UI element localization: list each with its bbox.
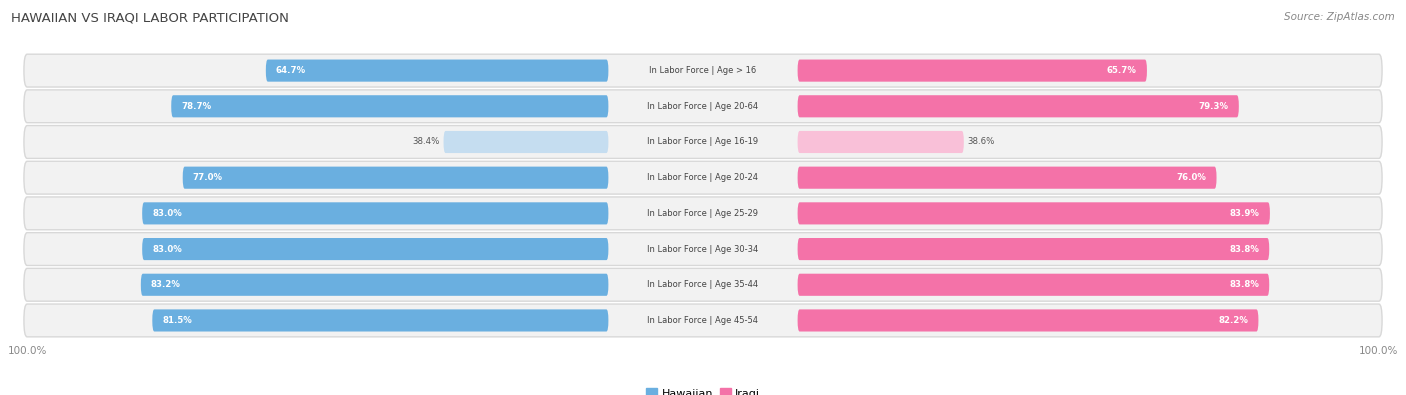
Text: 83.8%: 83.8%: [1229, 245, 1260, 254]
Text: 83.2%: 83.2%: [150, 280, 181, 289]
Legend: Hawaiian, Iraqi: Hawaiian, Iraqi: [641, 384, 765, 395]
FancyBboxPatch shape: [797, 131, 965, 153]
Text: 65.7%: 65.7%: [1107, 66, 1137, 75]
Text: 38.6%: 38.6%: [967, 137, 994, 147]
FancyBboxPatch shape: [183, 167, 609, 189]
Text: In Labor Force | Age 20-64: In Labor Force | Age 20-64: [647, 102, 759, 111]
Text: 76.0%: 76.0%: [1177, 173, 1206, 182]
FancyBboxPatch shape: [24, 197, 1382, 230]
Text: 78.7%: 78.7%: [181, 102, 211, 111]
Text: 77.0%: 77.0%: [193, 173, 222, 182]
Text: In Labor Force | Age 30-34: In Labor Force | Age 30-34: [647, 245, 759, 254]
FancyBboxPatch shape: [172, 95, 609, 117]
Text: 81.5%: 81.5%: [163, 316, 193, 325]
FancyBboxPatch shape: [24, 161, 1382, 194]
FancyBboxPatch shape: [797, 238, 1270, 260]
Text: 82.2%: 82.2%: [1219, 316, 1249, 325]
Text: 83.9%: 83.9%: [1230, 209, 1260, 218]
FancyBboxPatch shape: [24, 126, 1382, 158]
FancyBboxPatch shape: [24, 304, 1382, 337]
Text: 83.0%: 83.0%: [152, 245, 181, 254]
FancyBboxPatch shape: [24, 268, 1382, 301]
Text: HAWAIIAN VS IRAQI LABOR PARTICIPATION: HAWAIIAN VS IRAQI LABOR PARTICIPATION: [11, 12, 290, 25]
FancyBboxPatch shape: [797, 309, 1258, 331]
FancyBboxPatch shape: [797, 202, 1270, 224]
FancyBboxPatch shape: [142, 202, 609, 224]
Text: In Labor Force | Age 35-44: In Labor Force | Age 35-44: [647, 280, 759, 289]
FancyBboxPatch shape: [24, 90, 1382, 123]
FancyBboxPatch shape: [797, 95, 1239, 117]
FancyBboxPatch shape: [797, 167, 1216, 189]
FancyBboxPatch shape: [266, 60, 609, 82]
Text: 83.8%: 83.8%: [1229, 280, 1260, 289]
Text: In Labor Force | Age > 16: In Labor Force | Age > 16: [650, 66, 756, 75]
FancyBboxPatch shape: [443, 131, 609, 153]
Text: 79.3%: 79.3%: [1199, 102, 1229, 111]
FancyBboxPatch shape: [141, 274, 609, 296]
FancyBboxPatch shape: [797, 274, 1270, 296]
Text: In Labor Force | Age 16-19: In Labor Force | Age 16-19: [647, 137, 759, 147]
Text: In Labor Force | Age 25-29: In Labor Force | Age 25-29: [648, 209, 758, 218]
Text: Source: ZipAtlas.com: Source: ZipAtlas.com: [1284, 12, 1395, 22]
FancyBboxPatch shape: [142, 238, 609, 260]
FancyBboxPatch shape: [24, 54, 1382, 87]
Text: In Labor Force | Age 20-24: In Labor Force | Age 20-24: [648, 173, 758, 182]
Text: 64.7%: 64.7%: [276, 66, 307, 75]
Text: 83.0%: 83.0%: [152, 209, 181, 218]
FancyBboxPatch shape: [797, 60, 1147, 82]
Text: 38.4%: 38.4%: [413, 137, 440, 147]
FancyBboxPatch shape: [24, 233, 1382, 265]
Text: In Labor Force | Age 45-54: In Labor Force | Age 45-54: [648, 316, 758, 325]
FancyBboxPatch shape: [152, 309, 609, 331]
